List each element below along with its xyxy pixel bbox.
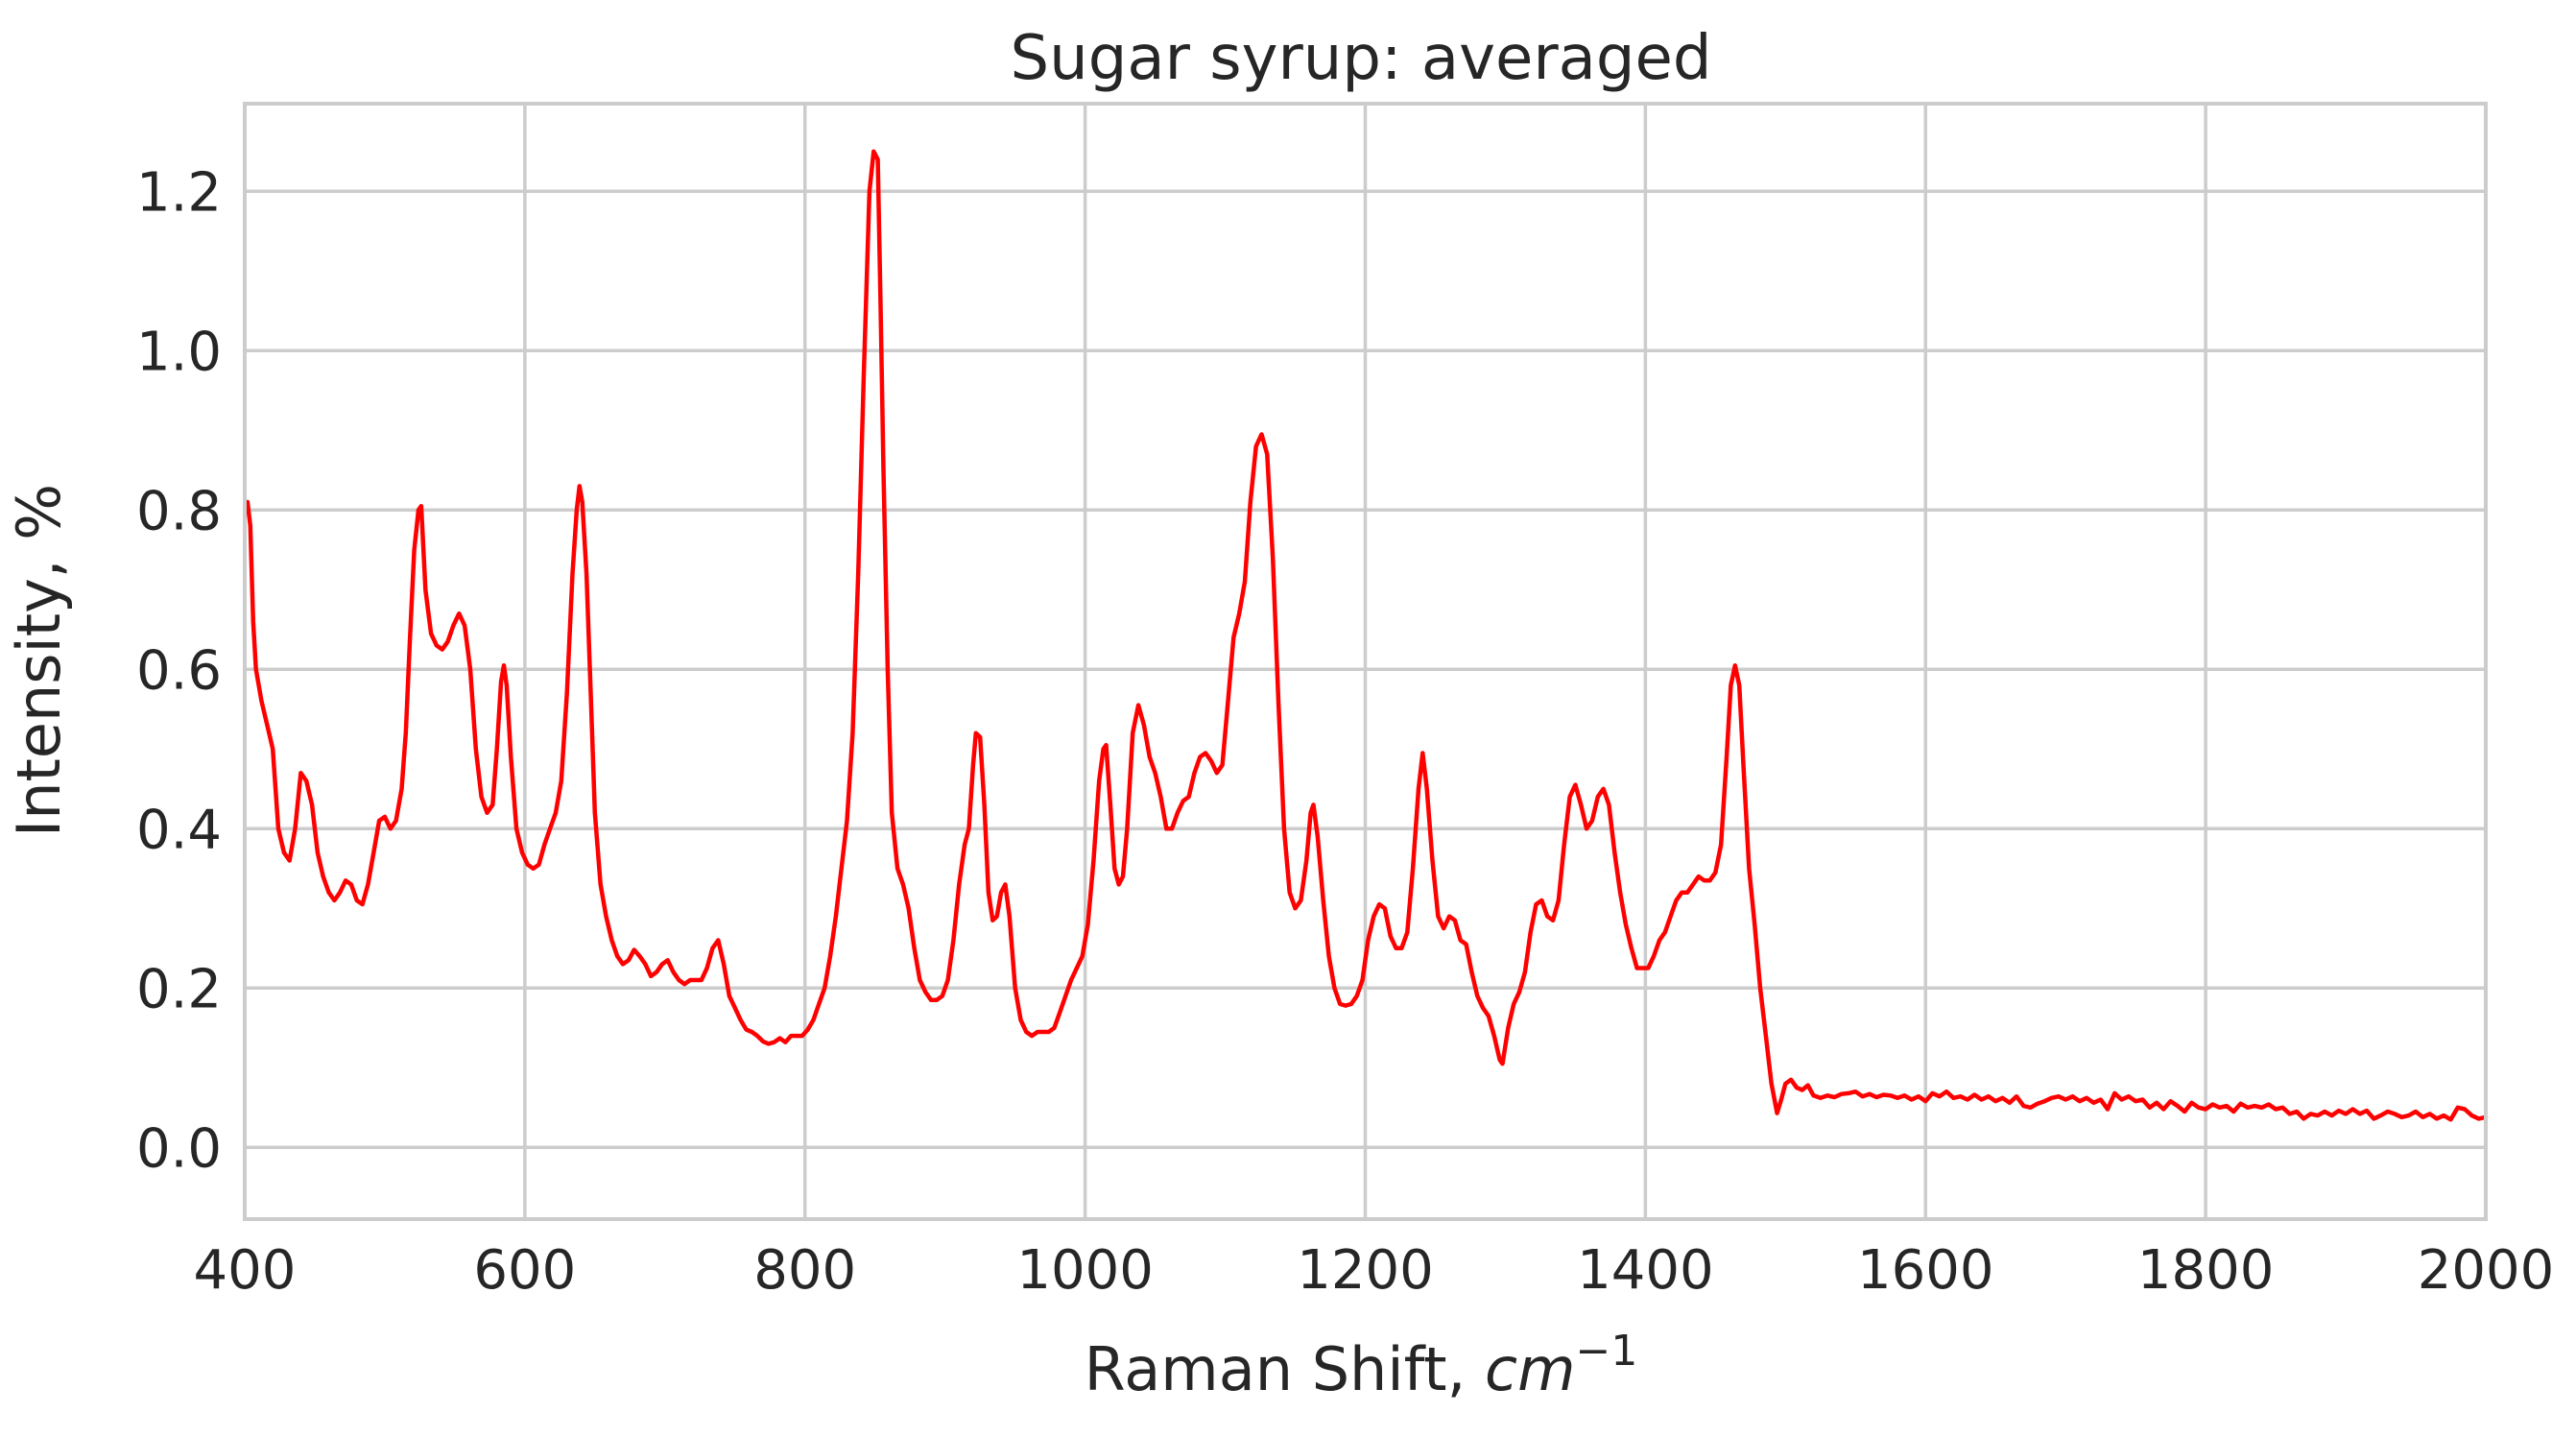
y-gridlines	[245, 189, 2486, 1150]
x-tick-label: 400	[194, 1239, 297, 1302]
x-tick-label: 1000	[1016, 1239, 1154, 1302]
x-tick-label: 800	[753, 1239, 856, 1302]
y-tick-label: 0.8	[136, 480, 222, 542]
y-tick-labels: 0.0 0.2 0.4 0.6 0.8 1.0 1.2	[136, 161, 222, 1180]
x-axis-title-unit: cm	[1485, 1334, 1575, 1404]
x-axis-title-text: Raman Shift,	[1085, 1334, 1485, 1404]
x-gridlines	[243, 104, 2488, 1219]
plot-frame	[243, 102, 2488, 1221]
x-tick-label: 1200	[1297, 1239, 1434, 1302]
x-tick-label: 1600	[1857, 1239, 1994, 1302]
y-tick-label: 1.2	[136, 161, 222, 224]
x-axis-title: Raman Shift, cm−1	[1085, 1327, 1638, 1404]
y-tick-label: 0.6	[136, 639, 222, 702]
x-axis-title-exponent: −1	[1576, 1327, 1638, 1376]
x-tick-labels: 400 600 800 1000 1200 1400 1600 1800 2000	[194, 1239, 2555, 1302]
y-tick-label: 1.0	[136, 321, 222, 383]
y-tick-label: 0.4	[136, 799, 222, 861]
sugar-syrup-spectrum-line	[245, 149, 2489, 1122]
chart-title: Sugar syrup: averaged	[1011, 23, 1712, 94]
x-tick-label: 2000	[2418, 1239, 2555, 1302]
y-tick-label: 0.0	[136, 1117, 222, 1180]
x-tick-label: 1400	[1577, 1239, 1714, 1302]
x-tick-label: 600	[473, 1239, 576, 1302]
y-tick-label: 0.2	[136, 958, 222, 1020]
y-axis-title: Intensity, %	[4, 484, 74, 837]
x-tick-label: 1800	[2137, 1239, 2275, 1302]
